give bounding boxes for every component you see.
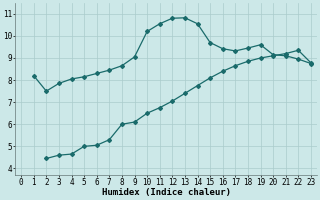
- X-axis label: Humidex (Indice chaleur): Humidex (Indice chaleur): [101, 188, 230, 197]
